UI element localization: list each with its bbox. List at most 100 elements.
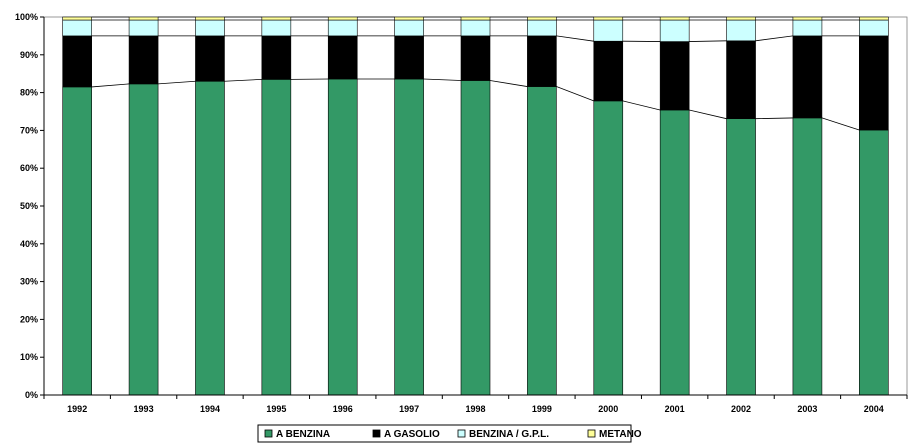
y-tick-label: 10% bbox=[20, 352, 38, 362]
bar-segment bbox=[62, 16, 92, 21]
x-tick-label: 2004 bbox=[864, 404, 884, 414]
legend-swatch bbox=[264, 429, 273, 438]
y-tick-label: 90% bbox=[20, 50, 38, 60]
legend-label: METANO bbox=[599, 429, 642, 440]
bar-segment bbox=[128, 83, 159, 396]
bar-segment bbox=[128, 35, 159, 85]
bar-segment bbox=[527, 16, 557, 21]
y-axis: 0% 10% 20% 30% 40% 50% 60% 70% 80% 90% 100% bbox=[15, 12, 45, 400]
bar-segment bbox=[792, 35, 823, 119]
series-connector-line bbox=[821, 117, 860, 131]
x-tick-label: 1993 bbox=[134, 404, 154, 414]
series-connector-line bbox=[755, 117, 793, 120]
series-connector-line bbox=[423, 78, 462, 81]
bar-segment bbox=[726, 16, 756, 21]
legend-swatch bbox=[457, 429, 466, 438]
y-tick-label: 20% bbox=[20, 314, 38, 324]
y-tick-label: 50% bbox=[20, 201, 38, 211]
series-connector-line bbox=[489, 80, 528, 87]
bar-segment bbox=[195, 80, 225, 396]
bar-segment bbox=[261, 79, 292, 396]
series-connector-line bbox=[158, 80, 196, 85]
bar-segment bbox=[726, 118, 756, 396]
x-tick-label: 2000 bbox=[598, 404, 618, 414]
bar-segment bbox=[659, 19, 690, 42]
bar-segment bbox=[261, 16, 292, 21]
x-tick-label: 1994 bbox=[200, 404, 220, 414]
bar-segment bbox=[726, 19, 756, 42]
series-connector-line bbox=[689, 109, 727, 120]
x-tick-label: 2001 bbox=[665, 404, 685, 414]
bar-segment bbox=[195, 19, 225, 37]
bar-segment bbox=[394, 16, 424, 21]
bar-segment bbox=[527, 86, 557, 396]
bar-segment bbox=[792, 117, 823, 396]
y-tick-label: 70% bbox=[20, 125, 38, 135]
bar-segment bbox=[859, 129, 889, 396]
bar-segment bbox=[195, 35, 225, 82]
bar-segment bbox=[128, 19, 159, 37]
series-connector-line bbox=[689, 40, 727, 42]
y-tick-label: 0% bbox=[25, 390, 38, 400]
x-tick-label: 1996 bbox=[333, 404, 353, 414]
bar-segment bbox=[327, 78, 358, 396]
bars bbox=[62, 16, 889, 396]
bar-segment bbox=[128, 16, 159, 21]
series-connector-line bbox=[91, 83, 130, 88]
series-connector-line bbox=[755, 35, 793, 42]
legend: A BENZINA A GASOLIO BENZINA / G.P.L. METANO bbox=[257, 424, 642, 443]
bar-segment bbox=[859, 19, 889, 37]
series-connector-line bbox=[224, 78, 262, 82]
bar-segment bbox=[593, 100, 624, 396]
x-tick-label: 1998 bbox=[465, 404, 485, 414]
bar-segment bbox=[460, 19, 491, 37]
x-tick-label: 2002 bbox=[731, 404, 751, 414]
bar-segment bbox=[62, 86, 92, 396]
legend-label: A GASOLIO bbox=[384, 429, 440, 440]
x-tick-label: 1992 bbox=[67, 404, 87, 414]
legend-swatch bbox=[587, 429, 596, 438]
bar-segment bbox=[394, 78, 424, 396]
bar-segment bbox=[726, 40, 756, 119]
x-tick-label: 1995 bbox=[266, 404, 286, 414]
bar-segment bbox=[659, 41, 690, 111]
bar-segment bbox=[394, 35, 424, 80]
bar-segment bbox=[859, 16, 889, 21]
series-connector-lines bbox=[91, 16, 860, 131]
bar-segment bbox=[659, 16, 690, 21]
bar-segment bbox=[527, 19, 557, 37]
bar-segment bbox=[659, 109, 690, 396]
series-connector-line bbox=[556, 35, 594, 42]
bar-segment bbox=[62, 19, 92, 37]
x-tick-label: 1999 bbox=[532, 404, 552, 414]
bar-segment bbox=[792, 16, 823, 21]
x-tick-label: 2003 bbox=[797, 404, 817, 414]
bar-segment bbox=[593, 16, 624, 21]
bar-segment bbox=[460, 35, 491, 81]
legend-label: A BENZINA bbox=[276, 429, 330, 440]
bar-segment bbox=[460, 16, 491, 21]
y-tick-label: 100% bbox=[15, 12, 38, 22]
x-axis: 1992 1993 1994 1995 1996 1997 1998 1999 2000 2001… bbox=[43, 394, 908, 414]
y-tick-label: 30% bbox=[20, 277, 38, 287]
bar-segment bbox=[859, 35, 889, 131]
legend-box bbox=[257, 424, 632, 443]
bar-segment bbox=[527, 35, 557, 87]
bar-segment bbox=[593, 40, 624, 102]
bar-segment bbox=[195, 16, 225, 21]
y-tick-label: 60% bbox=[20, 163, 38, 173]
bar-segment bbox=[593, 19, 624, 42]
bar-segment bbox=[62, 35, 92, 88]
series-connector-line bbox=[622, 100, 661, 111]
bar-segment bbox=[327, 35, 358, 80]
bar-segment bbox=[327, 16, 358, 21]
series-connector-line bbox=[556, 86, 594, 102]
bar-segment bbox=[327, 19, 358, 37]
bar-segment bbox=[394, 19, 424, 37]
bar-segment bbox=[261, 19, 292, 37]
legend-swatch bbox=[372, 429, 381, 438]
legend-label: BENZINA / G.P.L. bbox=[469, 429, 549, 440]
bar-segment bbox=[261, 35, 292, 80]
